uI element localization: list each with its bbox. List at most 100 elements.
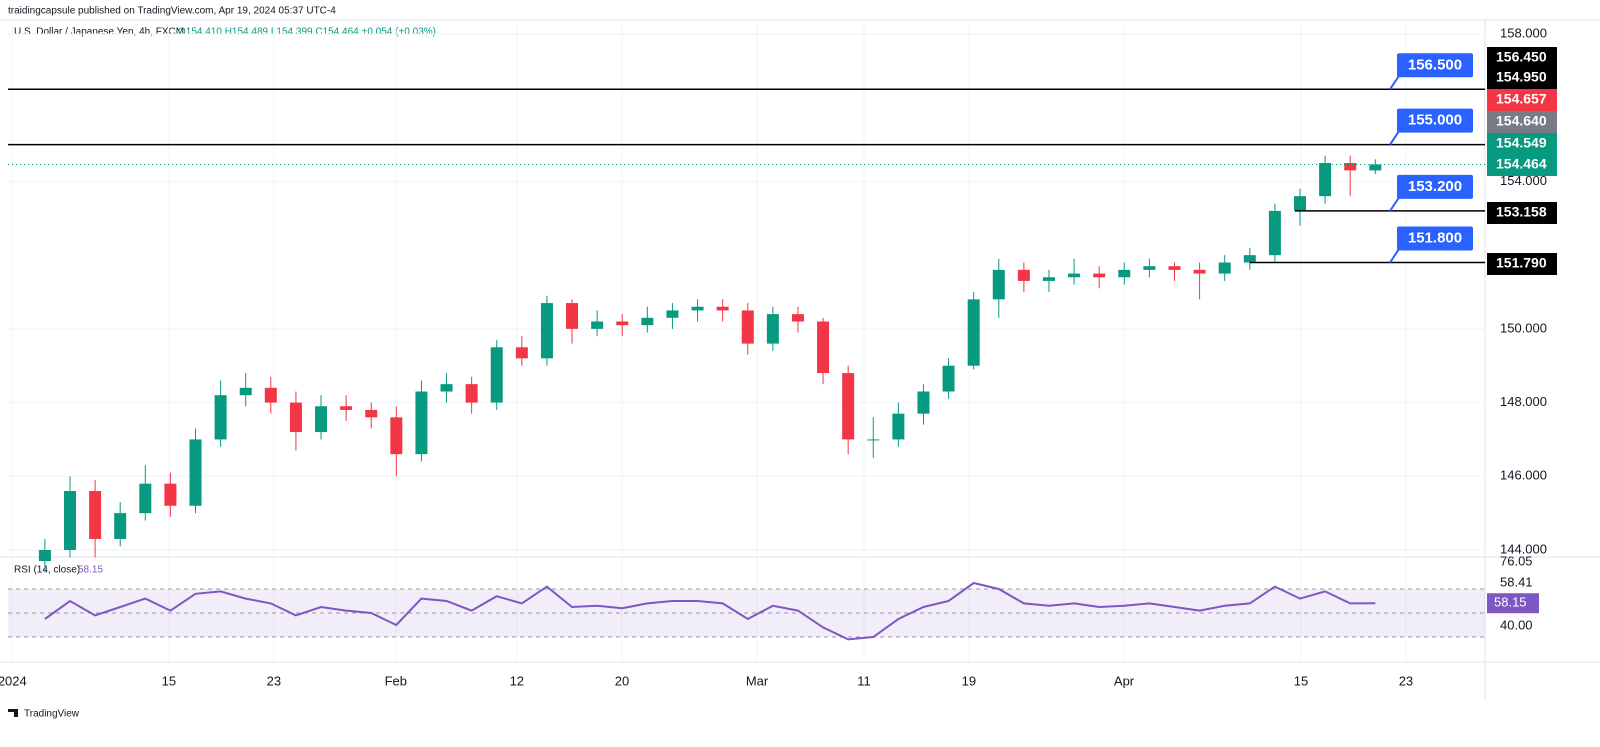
x-tick-label: 19 bbox=[962, 673, 976, 688]
candle-body bbox=[1042, 277, 1055, 281]
x-tick-label: 2024 bbox=[0, 673, 27, 688]
candle-body bbox=[289, 402, 302, 433]
candle-body bbox=[817, 321, 830, 374]
x-tick-label: 11 bbox=[857, 673, 871, 688]
candle-body bbox=[566, 303, 579, 329]
candle-body bbox=[189, 439, 202, 506]
candle-body bbox=[89, 491, 102, 539]
price-tag bbox=[1487, 67, 1557, 89]
x-tick-label: 15 bbox=[1294, 673, 1308, 688]
candle-body bbox=[1293, 196, 1306, 211]
price-tag bbox=[1487, 154, 1557, 176]
candle-body bbox=[1118, 269, 1131, 278]
candle-body bbox=[264, 387, 277, 403]
level-label-box bbox=[1397, 53, 1473, 78]
rsi-scale-label: 76.05 bbox=[1500, 553, 1533, 568]
candle-body bbox=[515, 347, 528, 359]
candle-body bbox=[1268, 210, 1281, 256]
price-tag-label: 153.158 bbox=[1496, 204, 1547, 220]
price-tag-label: 154.549 bbox=[1496, 135, 1547, 151]
candle-body bbox=[1344, 163, 1357, 171]
candle-body bbox=[867, 439, 880, 441]
y-tick-label: 158.000 bbox=[1500, 25, 1547, 40]
candle-body bbox=[1369, 164, 1382, 171]
candle-body bbox=[666, 310, 679, 318]
candle-body bbox=[365, 409, 378, 418]
y-tick-label: 146.000 bbox=[1500, 468, 1547, 483]
rsi-current-tag bbox=[1487, 593, 1539, 614]
candle-body bbox=[440, 384, 453, 392]
candle-body bbox=[741, 310, 754, 344]
rsi-current-tag-label: 58.15 bbox=[1494, 595, 1527, 610]
x-tick-label: 20 bbox=[615, 673, 629, 688]
candle-body bbox=[315, 406, 328, 433]
logo bbox=[8, 709, 18, 717]
rsi-scale-label: 58.41 bbox=[1500, 574, 1533, 589]
rsi-title: RSI (14, close) bbox=[14, 565, 80, 576]
x-tick-label: 23 bbox=[1399, 673, 1413, 688]
candle-body bbox=[214, 395, 227, 440]
price-tag-label: 154.950 bbox=[1496, 69, 1547, 85]
candle-body bbox=[1243, 255, 1256, 263]
candle-body bbox=[1319, 163, 1332, 197]
price-tag bbox=[1487, 133, 1557, 155]
y-tick-label: 150.000 bbox=[1500, 320, 1547, 335]
candle-body bbox=[1193, 269, 1206, 274]
candle-body bbox=[766, 314, 779, 344]
y-tick-label: 144.000 bbox=[1500, 541, 1547, 556]
candle-body bbox=[791, 314, 804, 322]
candle-body bbox=[139, 483, 152, 514]
candle-body bbox=[64, 491, 77, 550]
candle-body bbox=[340, 406, 353, 410]
candle-body bbox=[239, 387, 252, 396]
price-tag-label: 156.450 bbox=[1496, 49, 1547, 65]
price-tag-label: 154.657 bbox=[1496, 91, 1547, 107]
candle-body bbox=[1068, 273, 1081, 278]
price-tag-label: 154.464 bbox=[1496, 156, 1547, 172]
candle-body bbox=[1218, 262, 1231, 274]
candle-body bbox=[415, 391, 428, 455]
candle-body bbox=[114, 513, 127, 539]
footer: TradingView bbox=[24, 709, 80, 720]
level-label-box bbox=[1397, 174, 1473, 199]
candle-body bbox=[465, 384, 478, 403]
y-tick-label: 148.000 bbox=[1500, 394, 1547, 409]
candle-body bbox=[716, 306, 729, 311]
candle-body bbox=[992, 269, 1005, 300]
candle-body bbox=[917, 391, 930, 414]
candle-body bbox=[691, 306, 704, 311]
candle-body bbox=[490, 347, 503, 403]
price-tag bbox=[1487, 89, 1557, 111]
price-tag bbox=[1487, 47, 1557, 69]
price-tag bbox=[1487, 111, 1557, 133]
candle-body bbox=[892, 413, 905, 440]
x-tick-label: 23 bbox=[267, 673, 281, 688]
symbol: U.S. Dollar / Japanese Yen, 4h, FXCM bbox=[14, 27, 184, 38]
y-tick-label: 154.000 bbox=[1500, 173, 1547, 188]
candle-body bbox=[842, 373, 855, 440]
candle-body bbox=[1168, 266, 1181, 270]
publisher: traidingcapsule published on TradingView… bbox=[8, 6, 336, 17]
candle-body bbox=[1093, 273, 1106, 278]
candle-body bbox=[942, 365, 955, 392]
candle-body bbox=[390, 417, 403, 455]
price-tag bbox=[1487, 253, 1557, 275]
candle-body bbox=[641, 317, 654, 326]
x-tick-label: Mar bbox=[746, 673, 769, 688]
candle-body bbox=[967, 299, 980, 366]
rsi-current: 58.15 bbox=[78, 565, 103, 576]
level-label: 156.500 bbox=[1408, 56, 1462, 73]
level-label: 151.800 bbox=[1408, 229, 1462, 246]
candle-body bbox=[540, 303, 553, 359]
level-label: 155.000 bbox=[1408, 112, 1462, 129]
level-label-box bbox=[1397, 226, 1473, 251]
candle-body bbox=[1143, 266, 1156, 270]
rsi-line bbox=[44, 581, 1376, 641]
candle-body bbox=[616, 321, 629, 326]
candle-body bbox=[1017, 269, 1030, 281]
level-label-box bbox=[1397, 108, 1473, 133]
level-label: 153.200 bbox=[1408, 178, 1462, 195]
x-tick-label: Apr bbox=[1114, 673, 1135, 688]
